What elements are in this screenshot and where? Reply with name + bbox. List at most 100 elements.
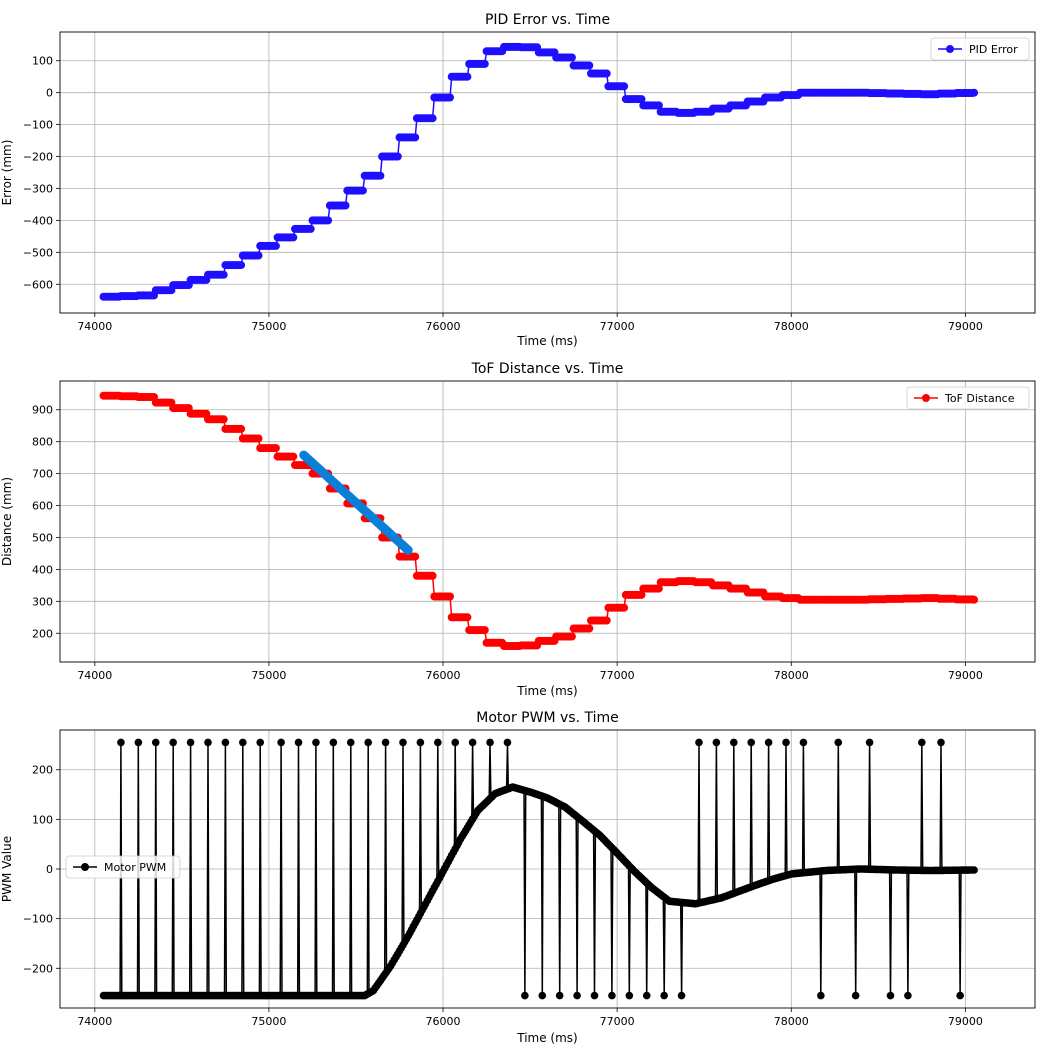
- y-tick-label: −100: [23, 119, 53, 132]
- data-point: [254, 434, 263, 443]
- trend-annotation-line: [299, 450, 413, 555]
- data-point-spike: [747, 738, 756, 747]
- x-tick-label: 77000: [600, 320, 635, 333]
- data-point: [219, 415, 228, 424]
- data-point-spike: [416, 738, 425, 747]
- data-point: [376, 171, 385, 180]
- data-point-spike: [169, 738, 177, 747]
- data-point: [654, 101, 663, 110]
- y-tick-label: 400: [32, 563, 53, 576]
- x-tick-label: 75000: [251, 1015, 286, 1028]
- data-point-spike: [134, 738, 143, 747]
- chart-title: Motor PWM vs. Time: [476, 710, 618, 726]
- data-point-spike: [521, 991, 529, 1000]
- data-point-spike: [346, 738, 355, 747]
- data-point: [585, 61, 594, 70]
- data-point-spike: [399, 738, 407, 747]
- data-point-spike: [851, 991, 860, 1000]
- y-tick-label: −400: [23, 214, 53, 227]
- legend-marker-swatch: [922, 394, 930, 402]
- data-point: [620, 82, 629, 91]
- y-tick-label: −100: [23, 913, 53, 926]
- legend-label: ToF Distance: [944, 392, 1015, 405]
- y-tick-label: −200: [23, 962, 53, 975]
- y-tick-label: 100: [32, 813, 53, 826]
- series-markers: [99, 391, 979, 650]
- data-point-spike: [151, 738, 160, 747]
- y-tick-label: 0: [46, 87, 53, 100]
- data-point-spike: [799, 738, 808, 747]
- series-line: [103, 46, 975, 298]
- data-point-spike: [221, 738, 230, 747]
- data-point-spike: [642, 991, 651, 1000]
- data-point-spike: [608, 991, 616, 1000]
- x-tick-label: 78000: [774, 320, 809, 333]
- data-point: [602, 69, 611, 78]
- chart-title: ToF Distance vs. Time: [471, 361, 624, 377]
- series-motor-pwm: [99, 738, 978, 1000]
- data-point: [567, 53, 576, 62]
- x-tick-label: 78000: [774, 1015, 809, 1028]
- data-point: [289, 233, 298, 242]
- x-tick-label: 74000: [77, 320, 112, 333]
- data-point: [567, 632, 576, 641]
- y-tick-label: 200: [32, 627, 53, 640]
- data-point: [463, 613, 472, 622]
- y-tick-label: 0: [46, 863, 53, 876]
- data-point-spike: [117, 738, 125, 747]
- x-tick-label: 79000: [948, 320, 983, 333]
- data-point: [654, 584, 663, 593]
- data-point-spike: [904, 991, 912, 1000]
- data-point-spike: [764, 738, 773, 747]
- data-point: [358, 186, 367, 195]
- data-point: [602, 616, 611, 625]
- data-point: [411, 133, 420, 142]
- data-point-spike: [204, 738, 212, 747]
- y-tick-label: 700: [32, 468, 53, 481]
- series-pid-error: [99, 42, 979, 301]
- data-point-spike: [834, 738, 843, 747]
- y-tick-label: 100: [32, 55, 53, 68]
- data-point: [637, 590, 646, 599]
- data-point: [411, 552, 420, 561]
- data-point-spike: [277, 738, 285, 747]
- data-point-spike: [329, 738, 338, 747]
- x-axis-label: Time (ms): [516, 334, 578, 348]
- legend-marker-swatch: [81, 863, 89, 871]
- chart-3: 74000 75000 76000 77000 78000 79000 200 100 0 −10…: [0, 710, 1036, 1044]
- data-point: [428, 571, 437, 580]
- data-point-spike: [294, 738, 303, 747]
- series-tof-distance: [99, 391, 979, 650]
- legend: PID Error: [930, 37, 1030, 61]
- data-point: [271, 241, 280, 250]
- data-point-spike: [573, 991, 581, 1000]
- data-point: [446, 592, 454, 601]
- data-point-spike: [538, 991, 547, 1000]
- x-tick-label: 79000: [948, 669, 983, 682]
- legend-box: [930, 37, 1030, 61]
- data-point: [306, 224, 315, 233]
- x-tick-label: 77000: [600, 1015, 635, 1028]
- x-axis-label: Time (ms): [516, 684, 578, 698]
- data-point-spike: [381, 738, 390, 747]
- y-tick-label: −300: [23, 182, 53, 195]
- x-tick-label: 76000: [426, 320, 461, 333]
- y-tick-label: 800: [32, 436, 53, 449]
- data-point: [620, 603, 629, 612]
- y-axis-label: PWM Value: [0, 836, 14, 902]
- x-tick-label: 75000: [251, 669, 286, 682]
- y-tick-label: −600: [23, 278, 53, 291]
- y-axis-label: Error (mm): [0, 140, 14, 206]
- data-point-spike: [468, 738, 477, 747]
- x-tick-label: 74000: [77, 1015, 112, 1028]
- data-point: [219, 270, 228, 279]
- series-markers: [99, 738, 978, 1000]
- legend: ToF Distance: [906, 386, 1030, 410]
- data-point-spike: [625, 991, 634, 1000]
- y-tick-label: 200: [32, 764, 53, 777]
- data-point-spike: [865, 738, 874, 747]
- series-line: [103, 394, 975, 647]
- y-tick-label: 500: [32, 531, 53, 544]
- data-point-spike: [677, 991, 686, 1000]
